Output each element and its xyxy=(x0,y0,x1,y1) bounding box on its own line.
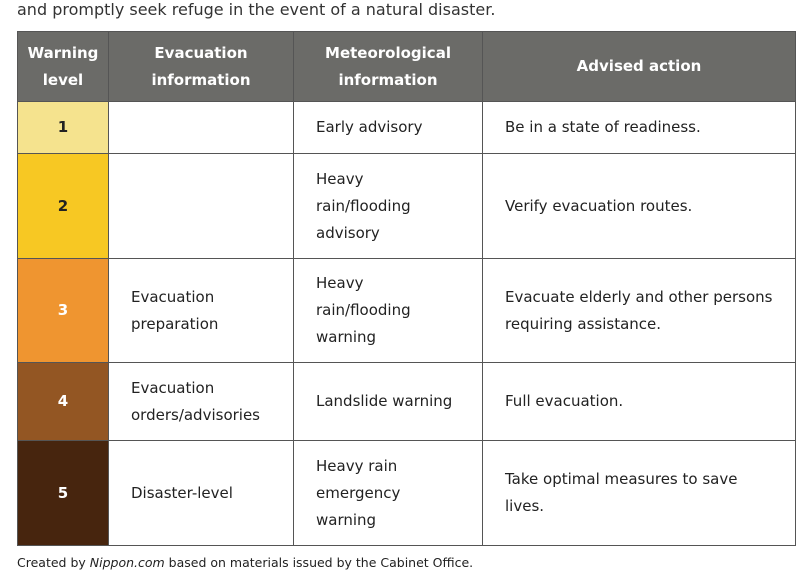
header-evacuation: Evacuation information xyxy=(108,31,294,102)
table-row: 2 Heavy rain/flooding advisory Verify evac… xyxy=(17,153,796,259)
footnote-prefix: Created by xyxy=(17,555,90,570)
table-row: 3 Evacuation preparation Heavy rain/floodi… xyxy=(17,258,796,363)
table-header-row: Warning level Evacuation information Met… xyxy=(17,31,796,102)
header-meteorological: Meteorological information xyxy=(293,31,483,102)
evacuation-cell xyxy=(108,101,294,154)
evacuation-cell: Disaster-level xyxy=(108,440,294,546)
meteorological-cell: Heavy rain/flooding warning xyxy=(293,258,483,363)
meteorological-cell: Early advisory xyxy=(293,101,483,154)
footnote: Created by Nippon.com based on materials… xyxy=(17,555,473,570)
warning-level-cell: 4 xyxy=(17,362,109,441)
advised-action-cell: Full evacuation. xyxy=(482,362,796,441)
table-body: 1 Early advisory Be in a state of readines… xyxy=(17,101,796,546)
meteorological-cell: Heavy rain emergency warning xyxy=(293,440,483,546)
header-advised-action: Advised action xyxy=(482,31,796,102)
meteorological-cell: Landslide warning xyxy=(293,362,483,441)
meteorological-cell: Heavy rain/flooding advisory xyxy=(293,153,483,259)
warning-level-cell: 5 xyxy=(17,440,109,546)
header-warning-level: Warning level xyxy=(17,31,109,102)
evacuation-cell: Evacuation orders/advisories xyxy=(108,362,294,441)
warning-level-table: Warning level Evacuation information Met… xyxy=(17,31,796,546)
intro-text: and promptly seek refuge in the event of… xyxy=(17,0,496,19)
source-name: Nippon.com xyxy=(89,555,165,570)
advised-action-cell: Take optimal measures to save lives. xyxy=(482,440,796,546)
advised-action-cell: Be in a state of readiness. xyxy=(482,101,796,154)
evacuation-cell: Evacuation preparation xyxy=(108,258,294,363)
table-row: 1 Early advisory Be in a state of readines… xyxy=(17,101,796,154)
warning-level-cell: 2 xyxy=(17,153,109,259)
footnote-suffix: based on materials issued by the Cabinet… xyxy=(164,555,474,570)
warning-level-cell: 1 xyxy=(17,101,109,154)
evacuation-cell xyxy=(108,153,294,259)
advised-action-cell: Evacuate elderly and other persons requi… xyxy=(482,258,796,363)
warning-level-cell: 3 xyxy=(17,258,109,363)
table-row: 5 Disaster-level Heavy rain emergency warn… xyxy=(17,440,796,546)
table-row: 4 Evacuation orders/advisories Landslide w… xyxy=(17,362,796,441)
advised-action-cell: Verify evacuation routes. xyxy=(482,153,796,259)
